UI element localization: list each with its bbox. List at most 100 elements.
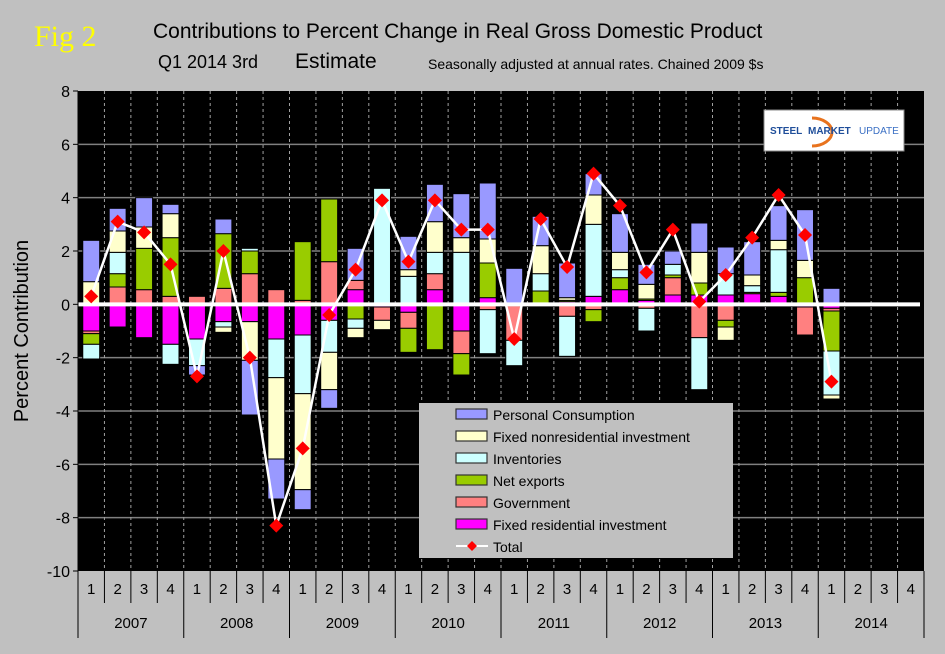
total-marker-2008Q2 bbox=[216, 244, 231, 258]
chart-subtitle-estimate: Estimate bbox=[295, 50, 377, 73]
total-marker-2009Q1 bbox=[295, 441, 310, 456]
bar-net-exports-2008Q3 bbox=[240, 250, 259, 275]
bar-fixed-nonres-2009Q4 bbox=[373, 319, 391, 331]
bar-inventories-2008Q3 bbox=[240, 247, 259, 252]
bar-personal-consumption-2012Q3 bbox=[663, 250, 682, 265]
bar-personal-consumption-2007Q3 bbox=[135, 197, 154, 228]
x-quarter-label: 1 bbox=[193, 581, 201, 598]
total-marker-2012Q2 bbox=[639, 265, 654, 280]
bar-fixed-nonres-2010Q3 bbox=[452, 237, 471, 253]
bar-inventories-2008Q4 bbox=[267, 338, 286, 379]
bar-fixed-res-2008Q3 bbox=[240, 303, 259, 323]
bar-fixed-res-2007Q4 bbox=[161, 303, 180, 345]
bar-net-exports-2007Q3 bbox=[135, 247, 154, 291]
x-quarter-label: 3 bbox=[669, 581, 677, 598]
total-marker-2008Q3 bbox=[242, 350, 257, 365]
bar-net-exports-2011Q4 bbox=[584, 309, 603, 323]
total-marker-2011Q1 bbox=[507, 332, 522, 346]
y-tick-label: 8 bbox=[61, 84, 70, 101]
legend-label-fixed-res: Fixed residential investment bbox=[493, 517, 667, 533]
total-marker-2012Q1 bbox=[612, 198, 627, 213]
bar-inventories-2009Q1 bbox=[293, 334, 312, 395]
legend-label-net-exports: Net exports bbox=[493, 473, 565, 489]
bar-fixed-nonres-2012Q1 bbox=[611, 251, 629, 271]
total-marker-2011Q3 bbox=[560, 260, 575, 274]
x-year-label: 2007 bbox=[114, 615, 147, 632]
bar-fixed-res-2012Q1 bbox=[611, 289, 629, 305]
bar-fixed-nonres-2008Q4 bbox=[267, 377, 286, 460]
y-tick-label: -2 bbox=[56, 351, 70, 368]
bar-fixed-nonres-2014Q1 bbox=[822, 394, 841, 400]
legend-label-total: Total bbox=[493, 539, 523, 555]
bar-government-2007Q2 bbox=[108, 286, 127, 305]
legend: Personal Consumption Fixed nonresidential… bbox=[419, 403, 733, 558]
bar-inventories-2011Q3 bbox=[558, 315, 577, 357]
bar-government-2009Q4 bbox=[373, 306, 391, 321]
x-quarter-label: 1 bbox=[87, 581, 95, 598]
bar-inventories-2012Q3 bbox=[663, 263, 682, 276]
bar-government-2008Q3 bbox=[240, 273, 259, 305]
x-quarter-label: 3 bbox=[563, 581, 571, 598]
bar-net-exports-2010Q3 bbox=[452, 353, 471, 376]
bar-net-exports-2010Q4 bbox=[478, 262, 497, 299]
chart-title: Contributions to Percent Change in Real … bbox=[153, 20, 763, 43]
legend-swatch-inventories bbox=[455, 452, 488, 464]
x-quarter-label: 2 bbox=[642, 581, 650, 598]
bar-net-exports-2012Q1 bbox=[611, 277, 629, 291]
y-axis-label: Percent Contribution bbox=[11, 240, 33, 422]
x-quarter-label: 3 bbox=[774, 581, 782, 598]
bar-fixed-res-2007Q1 bbox=[82, 303, 101, 332]
bar-inventories-2010Q2 bbox=[425, 251, 444, 275]
bar-inventories-2008Q2 bbox=[214, 321, 233, 328]
chart-note: Seasonally adjusted at annual rates. Cha… bbox=[428, 56, 764, 72]
y-tick-label: 0 bbox=[61, 297, 70, 314]
x-quarter-label: 1 bbox=[404, 581, 412, 598]
total-marker-2013Q3 bbox=[771, 188, 786, 202]
bar-personal-consumption-2007Q4 bbox=[161, 203, 180, 215]
bar-government-2012Q3 bbox=[663, 277, 682, 296]
bar-net-exports-2011Q2 bbox=[531, 290, 550, 304]
total-marker-2007Q2 bbox=[110, 214, 125, 229]
total-marker-2010Q3 bbox=[454, 222, 469, 237]
x-quarter-label: 3 bbox=[880, 581, 888, 598]
bar-inventories-2009Q3 bbox=[346, 318, 365, 329]
bar-inventories-2011Q4 bbox=[584, 223, 603, 297]
bar-fixed-res-2010Q3 bbox=[452, 303, 471, 332]
total-marker-2011Q2 bbox=[533, 212, 548, 226]
x-quarter-label: 2 bbox=[219, 581, 227, 598]
total-marker-2010Q4 bbox=[480, 222, 495, 237]
total-marker-2014Q1 bbox=[824, 374, 839, 389]
bar-fixed-res-2009Q3 bbox=[346, 289, 365, 305]
x-quarter-label: 2 bbox=[113, 581, 121, 598]
y-tick-label: -6 bbox=[56, 457, 70, 474]
x-quarter-label: 4 bbox=[589, 581, 597, 598]
x-quarter-label: 3 bbox=[246, 581, 254, 598]
x-quarter-label: 3 bbox=[351, 581, 359, 598]
x-quarter-label: 4 bbox=[378, 581, 386, 598]
chart-subtitle: Q1 2014 3rd bbox=[158, 52, 259, 72]
bar-inventories-2010Q1 bbox=[399, 275, 418, 305]
total-marker-2008Q1 bbox=[189, 369, 204, 384]
x-quarter-label: 3 bbox=[457, 581, 465, 598]
bar-government-2012Q4 bbox=[690, 303, 709, 339]
bar-fixed-nonres-2011Q4 bbox=[584, 194, 603, 225]
bar-personal-consumption-2008Q2 bbox=[214, 218, 233, 235]
total-marker-2013Q1 bbox=[718, 268, 733, 282]
bar-government-2013Q4 bbox=[796, 306, 814, 336]
bar-inventories-2013Q2 bbox=[743, 285, 762, 293]
x-quarter-label: 2 bbox=[431, 581, 439, 598]
legend-swatch-net-exports bbox=[455, 474, 488, 486]
bar-personal-consumption-2009Q2 bbox=[320, 389, 339, 409]
bar-personal-consumption-2013Q3 bbox=[769, 205, 788, 241]
bar-fixed-res-2008Q2 bbox=[214, 303, 233, 323]
x-quarter-label: 2 bbox=[325, 581, 333, 598]
bar-net-exports-2010Q1 bbox=[399, 327, 418, 353]
bar-fixed-res-2008Q1 bbox=[188, 303, 206, 340]
bar-fixed-nonres-2013Q2 bbox=[743, 274, 762, 287]
x-quarter-label: 4 bbox=[166, 581, 174, 598]
x-quarter-label: 3 bbox=[140, 581, 148, 598]
bar-inventories-2007Q2 bbox=[108, 251, 127, 275]
bar-inventories-2010Q4 bbox=[478, 309, 497, 355]
x-quarter-label: 1 bbox=[510, 581, 518, 598]
